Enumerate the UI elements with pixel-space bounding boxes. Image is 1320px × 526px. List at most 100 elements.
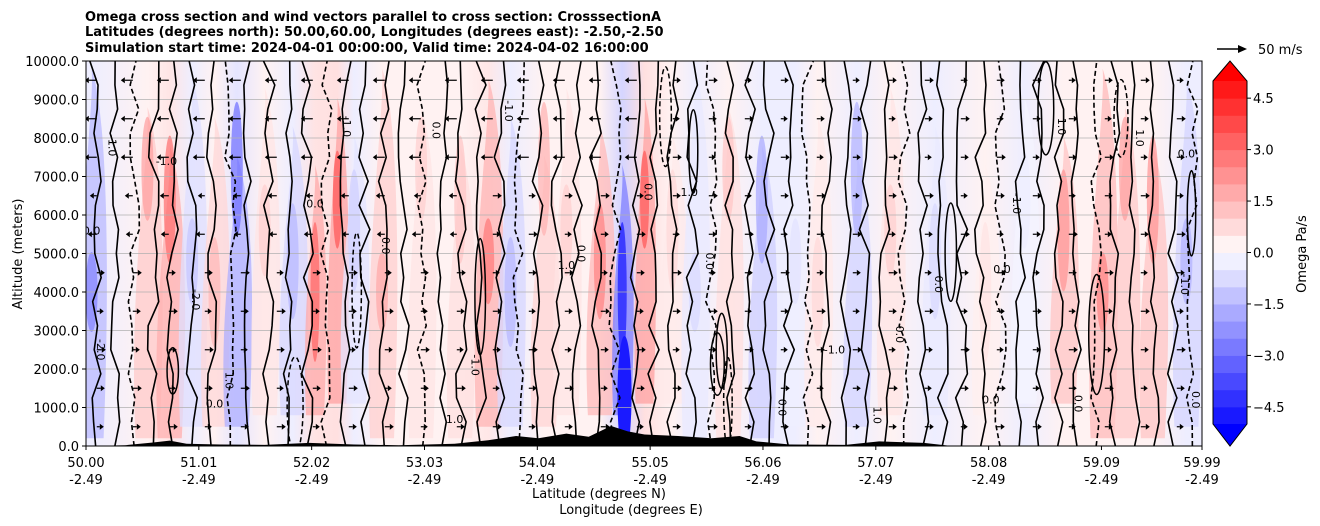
wind-vector-head (173, 423, 178, 430)
wind-vector-head (389, 308, 394, 315)
wind-vector-head (1000, 308, 1005, 315)
contour-loop (944, 202, 958, 303)
omega-cell (714, 107, 744, 439)
wind-vector-head (172, 346, 177, 353)
contour-label: -1.0 (824, 344, 845, 357)
omega-core (722, 116, 735, 221)
x-axis-label-latitude: Latitude (degrees N) (532, 487, 666, 502)
y-tick-label: 3000.0 (34, 325, 80, 340)
wind-vector-head (388, 346, 393, 353)
contour-line (974, 61, 988, 446)
x-tick-label-lon: -2.49 (69, 473, 103, 488)
colorbar-tick-label: 3.0 (1253, 144, 1274, 159)
wind-vector-head (372, 115, 377, 122)
x-axis-label-longitude: Longitude (degrees E) (559, 503, 703, 518)
wind-vector-head (605, 192, 610, 199)
wind-vector-head (376, 231, 381, 238)
wind-vector-head (604, 231, 609, 238)
wind-vector-head (424, 385, 429, 392)
wind-vector-head (375, 192, 380, 199)
colorbar-tick-label: −1.5 (1253, 298, 1285, 313)
omega-core (850, 101, 863, 236)
wind-vector-head (676, 192, 681, 199)
wind-vector-head (712, 115, 717, 122)
wind-vector-head (784, 308, 789, 315)
y-axis-ticks: 0.0 1000.0 2000.0 3000.0 4000.0 5000.0 6000.0 7… (25, 55, 86, 455)
y-tick-label: 7000.0 (34, 171, 80, 186)
wind-vector-head (588, 115, 593, 122)
wind-vector-head (785, 154, 790, 161)
x-tick-label-lat: 53.03 (406, 456, 443, 471)
omega-cell (530, 155, 560, 427)
contour-line (647, 61, 660, 446)
contour-line (397, 61, 410, 446)
contour-label: 1.0 (871, 406, 884, 424)
wind-vector-head (712, 346, 717, 353)
contour-label: -1.0 (1010, 193, 1023, 214)
wind-vector-head (1179, 423, 1184, 430)
wind-vector-head (124, 192, 129, 199)
negative-contour (705, 61, 718, 446)
wind-vector-head (389, 423, 394, 430)
contour-line (1014, 61, 1026, 446)
wind-vector-head (1037, 308, 1042, 315)
wind-vector-head (1071, 423, 1076, 430)
wind-vector-head (448, 192, 453, 199)
negative-contour (224, 61, 237, 446)
contour-line (589, 61, 603, 446)
contour-line (1053, 61, 1065, 446)
contour-line (205, 61, 218, 446)
wind-vector-head (228, 115, 233, 122)
wind-vector-head (1144, 115, 1149, 122)
wind-vector-head (893, 154, 898, 161)
contour-label: -1.0 (1178, 274, 1191, 295)
negative-contour (608, 61, 622, 446)
contour-label: 1.0 (223, 372, 236, 390)
x-tick-label-lon: -2.49 (859, 473, 893, 488)
x-tick-label-lon: -2.49 (520, 473, 554, 488)
wind-vector-head (532, 269, 537, 276)
wind-vector-head (820, 115, 825, 122)
wind-vector-head (965, 115, 970, 122)
wind-vector-head (1071, 308, 1076, 315)
wind-vector-head (264, 115, 269, 122)
y-tick-label: 2000.0 (34, 363, 80, 378)
wind-vector-head (480, 115, 485, 122)
contour-line (454, 61, 468, 446)
wind-vector-head (195, 231, 200, 238)
wind-vector-head (315, 423, 320, 430)
contour-label: 1.0 (680, 186, 698, 199)
x-tick-label-lon: -2.49 (972, 473, 1006, 488)
wind-vector-head (387, 385, 392, 392)
wind-vector-head (207, 308, 212, 315)
wind-vector-head (281, 308, 286, 315)
wind-vector-head (965, 231, 970, 238)
contour-line (629, 61, 641, 446)
x-tick-label-lat: 52.02 (293, 456, 330, 471)
colorbar-bin (1213, 338, 1247, 356)
wind-vector-head (156, 154, 161, 161)
wind-vector-head (927, 154, 932, 161)
colorbar-tick-label: 1.5 (1253, 195, 1274, 210)
wind-vector-head (300, 115, 305, 122)
contour-label: -2.0 (94, 339, 107, 360)
contour-loop (1087, 273, 1106, 396)
wind-vector-head (892, 308, 897, 315)
wind-vector-head (748, 385, 753, 392)
wind-vector-head (497, 423, 502, 430)
wind-vector-head (136, 423, 141, 430)
wind-vector-head (1035, 154, 1040, 161)
wind-vector-head (819, 385, 824, 392)
contour-loop (351, 231, 363, 349)
wind-vector-head (135, 346, 140, 353)
wind-vector-head (267, 192, 272, 199)
wind-vector-head (783, 231, 788, 238)
wind-vector-head (821, 192, 826, 199)
contour-loop (1186, 169, 1197, 257)
wind-vector-head (928, 231, 933, 238)
wind-vector-head (1071, 77, 1076, 84)
x-tick-label-lat: 57.07 (857, 456, 894, 471)
colorbar-bin (1213, 406, 1247, 425)
contour-label: -1.0 (105, 135, 118, 156)
wind-vector-head (677, 269, 682, 276)
